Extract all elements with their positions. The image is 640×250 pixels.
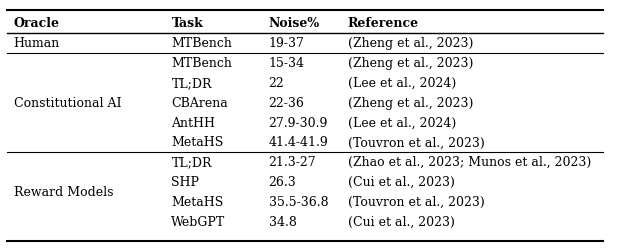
Text: (Cui et al., 2023): (Cui et al., 2023) bbox=[348, 176, 454, 188]
Text: 22-36: 22-36 bbox=[269, 96, 305, 109]
Text: (Touvron et al., 2023): (Touvron et al., 2023) bbox=[348, 136, 484, 149]
Text: TL;DR: TL;DR bbox=[172, 76, 212, 90]
Text: (Cui et al., 2023): (Cui et al., 2023) bbox=[348, 215, 454, 228]
Text: Reference: Reference bbox=[348, 17, 419, 30]
Text: 21.3-27: 21.3-27 bbox=[269, 156, 316, 168]
Text: MTBench: MTBench bbox=[172, 57, 232, 70]
Text: Noise%: Noise% bbox=[269, 17, 320, 30]
Text: 15-34: 15-34 bbox=[269, 57, 305, 70]
Text: MetaHS: MetaHS bbox=[172, 136, 223, 149]
Text: 35.5-36.8: 35.5-36.8 bbox=[269, 195, 328, 208]
Text: WebGPT: WebGPT bbox=[172, 215, 226, 228]
Text: MetaHS: MetaHS bbox=[172, 195, 223, 208]
Text: (Lee et al., 2024): (Lee et al., 2024) bbox=[348, 76, 456, 90]
Text: Human: Human bbox=[13, 37, 60, 50]
Text: Oracle: Oracle bbox=[13, 17, 60, 30]
Text: 34.8: 34.8 bbox=[269, 215, 296, 228]
Text: (Zheng et al., 2023): (Zheng et al., 2023) bbox=[348, 96, 473, 109]
Text: (Zhao et al., 2023; Munos et al., 2023): (Zhao et al., 2023; Munos et al., 2023) bbox=[348, 156, 591, 168]
Text: 41.4-41.9: 41.4-41.9 bbox=[269, 136, 328, 149]
Text: CBArena: CBArena bbox=[172, 96, 228, 109]
Text: (Zheng et al., 2023): (Zheng et al., 2023) bbox=[348, 57, 473, 70]
Text: MTBench: MTBench bbox=[172, 37, 232, 50]
Text: (Lee et al., 2024): (Lee et al., 2024) bbox=[348, 116, 456, 129]
Text: Constitutional AI: Constitutional AI bbox=[13, 96, 121, 109]
Text: (Zheng et al., 2023): (Zheng et al., 2023) bbox=[348, 37, 473, 50]
Text: 19-37: 19-37 bbox=[269, 37, 305, 50]
Text: 22: 22 bbox=[269, 76, 284, 90]
Text: 27.9-30.9: 27.9-30.9 bbox=[269, 116, 328, 129]
Text: AntHH: AntHH bbox=[172, 116, 216, 129]
Text: SHP: SHP bbox=[172, 176, 200, 188]
Text: 26.3: 26.3 bbox=[269, 176, 296, 188]
Text: (Touvron et al., 2023): (Touvron et al., 2023) bbox=[348, 195, 484, 208]
Text: Reward Models: Reward Models bbox=[13, 185, 113, 198]
Text: Task: Task bbox=[172, 17, 203, 30]
Text: TL;DR: TL;DR bbox=[172, 156, 212, 168]
